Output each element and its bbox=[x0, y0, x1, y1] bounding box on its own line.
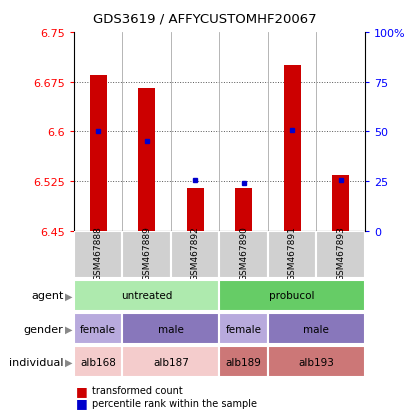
Text: ▶: ▶ bbox=[65, 324, 72, 334]
Bar bbox=[171, 231, 219, 279]
Bar bbox=[219, 313, 267, 344]
Bar bbox=[122, 347, 219, 377]
Text: GSM467890: GSM467890 bbox=[238, 225, 247, 280]
Bar bbox=[331, 175, 348, 231]
Text: ■: ■ bbox=[76, 384, 88, 397]
Text: individual: individual bbox=[9, 357, 63, 367]
Text: alb189: alb189 bbox=[225, 357, 261, 367]
Bar bbox=[219, 347, 267, 377]
Text: female: female bbox=[225, 324, 261, 334]
Bar bbox=[74, 347, 122, 377]
Text: female: female bbox=[80, 324, 116, 334]
Bar bbox=[89, 76, 106, 231]
Text: alb187: alb187 bbox=[153, 357, 188, 367]
Text: ▶: ▶ bbox=[65, 291, 72, 301]
Text: male: male bbox=[157, 324, 183, 334]
Bar bbox=[74, 231, 122, 279]
Text: alb168: alb168 bbox=[80, 357, 116, 367]
Bar bbox=[283, 66, 300, 231]
Text: GSM467889: GSM467889 bbox=[142, 225, 151, 280]
Bar bbox=[234, 188, 252, 231]
Bar bbox=[316, 231, 364, 279]
Bar bbox=[219, 231, 267, 279]
Text: percentile rank within the sample: percentile rank within the sample bbox=[92, 398, 256, 408]
Bar bbox=[74, 280, 219, 311]
Text: probucol: probucol bbox=[269, 291, 314, 301]
Text: ▶: ▶ bbox=[65, 357, 72, 367]
Text: GSM467892: GSM467892 bbox=[190, 225, 199, 280]
Text: alb193: alb193 bbox=[298, 357, 333, 367]
Bar bbox=[138, 89, 155, 231]
Text: GSM467891: GSM467891 bbox=[287, 225, 296, 280]
Bar bbox=[74, 313, 122, 344]
Text: male: male bbox=[303, 324, 328, 334]
Bar bbox=[122, 313, 219, 344]
Bar bbox=[267, 313, 364, 344]
Text: ■: ■ bbox=[76, 396, 88, 409]
Bar bbox=[122, 231, 171, 279]
Text: gender: gender bbox=[24, 324, 63, 334]
Bar bbox=[219, 280, 364, 311]
Text: GSM467893: GSM467893 bbox=[335, 225, 344, 280]
Text: untreated: untreated bbox=[121, 291, 172, 301]
Text: agent: agent bbox=[31, 291, 63, 301]
Text: GDS3619 / AFFYCUSTOMHF20067: GDS3619 / AFFYCUSTOMHF20067 bbox=[93, 12, 316, 25]
Bar bbox=[186, 188, 203, 231]
Bar bbox=[267, 231, 316, 279]
Text: transformed count: transformed count bbox=[92, 385, 182, 395]
Bar bbox=[267, 347, 364, 377]
Text: GSM467888: GSM467888 bbox=[93, 225, 102, 280]
